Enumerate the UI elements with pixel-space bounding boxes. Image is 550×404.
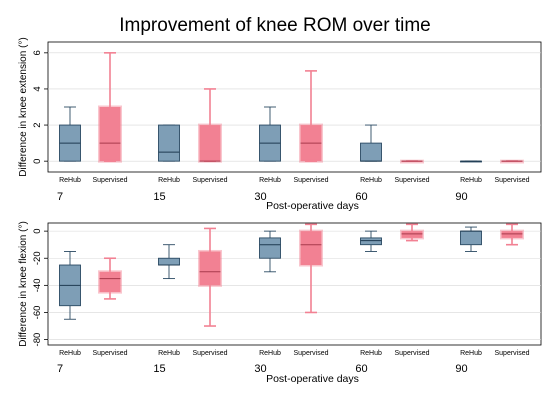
group-label: Supervised: [293, 350, 328, 357]
day-label: 60: [355, 191, 367, 203]
y-tick-label: -40: [32, 278, 43, 292]
box-supervised-day-30: [299, 70, 323, 163]
box-supervised-day-7: [98, 257, 122, 300]
y-tick-label: 6: [32, 50, 43, 55]
iqr-box: [98, 270, 122, 294]
box-supervised-day-30: [299, 223, 323, 314]
group-label: ReHub: [259, 177, 281, 184]
box-rehub-day-30: [259, 230, 281, 273]
iqr-box: [98, 105, 122, 163]
iqr-box: [500, 229, 524, 240]
box-supervised-day-60: [400, 223, 424, 242]
y-axis-label: Difference in knee flexion (°): [18, 221, 29, 347]
day-label: 60: [355, 363, 367, 375]
iqr-box: [360, 237, 382, 246]
day-label: 7: [57, 191, 63, 203]
box-supervised-day-7: [98, 52, 122, 163]
group-label: Supervised: [494, 350, 529, 357]
y-tick-label: -60: [32, 306, 43, 320]
day-label: 7: [57, 363, 63, 375]
iqr-box: [198, 249, 222, 287]
iqr-box: [400, 229, 424, 240]
group-label: Supervised: [92, 177, 127, 184]
group-label: ReHub: [360, 177, 382, 184]
chart-title: Improvement of knee ROM over time: [119, 15, 431, 36]
x-axis-label: Post-operative days: [266, 200, 359, 212]
y-tick-label: -20: [32, 251, 43, 265]
day-label: 15: [153, 363, 165, 375]
y-tick-label: 2: [32, 122, 43, 127]
box-supervised-day-15: [198, 88, 222, 163]
iqr-box: [460, 230, 482, 246]
box-rehub-day-90: [460, 226, 482, 252]
box-supervised-day-90: [500, 159, 524, 164]
group-label: ReHub: [59, 177, 81, 184]
box-rehub-day-90: [460, 160, 482, 163]
y-tick-label: -80: [32, 333, 43, 347]
day-label: 30: [254, 191, 266, 203]
y-tick-label: 0: [32, 159, 43, 164]
day-label: 15: [153, 191, 165, 203]
iqr-box: [158, 257, 180, 266]
box-supervised-day-90: [500, 223, 524, 246]
iqr-box: [299, 229, 323, 267]
iqr-box: [259, 237, 281, 259]
box-rehub-day-7: [59, 251, 81, 320]
group-label: ReHub: [259, 350, 281, 357]
group-label: ReHub: [158, 350, 180, 357]
box-rehub-day-15: [158, 124, 180, 162]
box-rehub-day-60: [360, 230, 382, 252]
box-rehub-day-30: [259, 106, 281, 162]
group-label: ReHub: [158, 177, 180, 184]
day-label: 90: [455, 363, 467, 375]
day-label: 30: [254, 363, 266, 375]
plot-frame: [47, 41, 542, 173]
group-label: ReHub: [59, 350, 81, 357]
y-tick-label: 4: [32, 86, 43, 91]
x-axis-label: Post-operative days: [266, 373, 359, 385]
group-label: ReHub: [460, 177, 482, 184]
group-label: Supervised: [394, 177, 429, 184]
iqr-box: [360, 142, 382, 162]
group-label: ReHub: [360, 350, 382, 357]
group-label: Supervised: [92, 350, 127, 357]
box-supervised-day-15: [198, 227, 222, 327]
box-rehub-day-7: [59, 106, 81, 162]
box-rehub-day-60: [360, 124, 382, 162]
iqr-box: [198, 123, 222, 163]
plot-frame: [47, 222, 542, 346]
group-label: ReHub: [460, 350, 482, 357]
group-label: Supervised: [494, 177, 529, 184]
group-label: Supervised: [192, 350, 227, 357]
group-label: Supervised: [394, 350, 429, 357]
day-label: 90: [455, 191, 467, 203]
y-tick-label: 0: [32, 228, 43, 233]
group-label: Supervised: [192, 177, 227, 184]
box-rehub-day-15: [158, 244, 180, 280]
y-axis-label: Difference in knee extension (°): [18, 37, 29, 176]
group-label: Supervised: [293, 177, 328, 184]
box-supervised-day-60: [400, 159, 424, 164]
iqr-box: [158, 124, 180, 162]
